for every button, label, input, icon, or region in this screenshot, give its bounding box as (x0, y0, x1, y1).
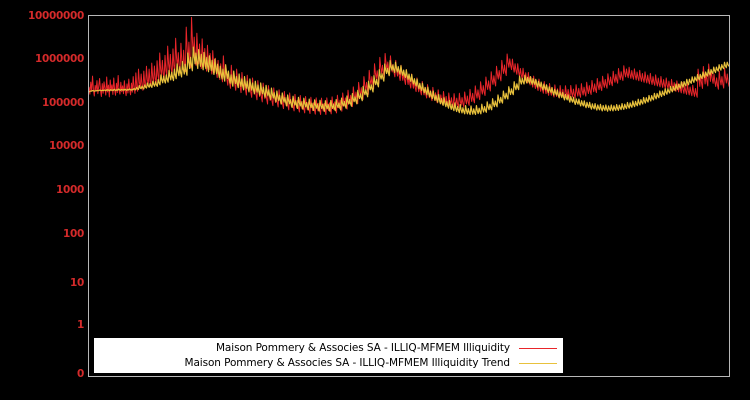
y-tick-label: 1000000 (34, 53, 84, 65)
y-tick-label: 10 (69, 277, 84, 289)
y-tick-label: 1000 (55, 184, 84, 196)
plot-svg (89, 16, 729, 116)
y-tick-label: 0 (76, 368, 84, 380)
y-tick-label: 1 (76, 319, 84, 331)
y-tick-label: 100000 (41, 97, 84, 109)
y-tick-label: 10000 (48, 140, 84, 152)
y-axis-tick-labels: 10000000 1000000 100000 10000 1000 100 10 1 0 (0, 0, 84, 400)
y-tick-label: 100 (62, 228, 84, 240)
legend-label-illiquidity: Maison Pommery & Associes SA - ILLIQ-MFM… (215, 342, 510, 354)
legend-swatch-illiquidity-trend (519, 362, 557, 364)
legend-label-illiquidity-trend: Maison Pommery & Associes SA - ILLIQ-MFM… (184, 357, 510, 369)
series-line-illiquidity-trend (89, 46, 729, 116)
plot-area (88, 15, 730, 377)
chart-legend: Maison Pommery & Associes SA - ILLIQ-MFM… (94, 338, 563, 373)
legend-entry-illiquidity: Maison Pommery & Associes SA - ILLIQ-MFM… (216, 340, 557, 356)
y-tick-label: 10000000 (27, 10, 84, 22)
legend-swatch-illiquidity (519, 347, 557, 349)
legend-entry-illiquidity-trend: Maison Pommery & Associes SA - ILLIQ-MFM… (184, 355, 557, 371)
